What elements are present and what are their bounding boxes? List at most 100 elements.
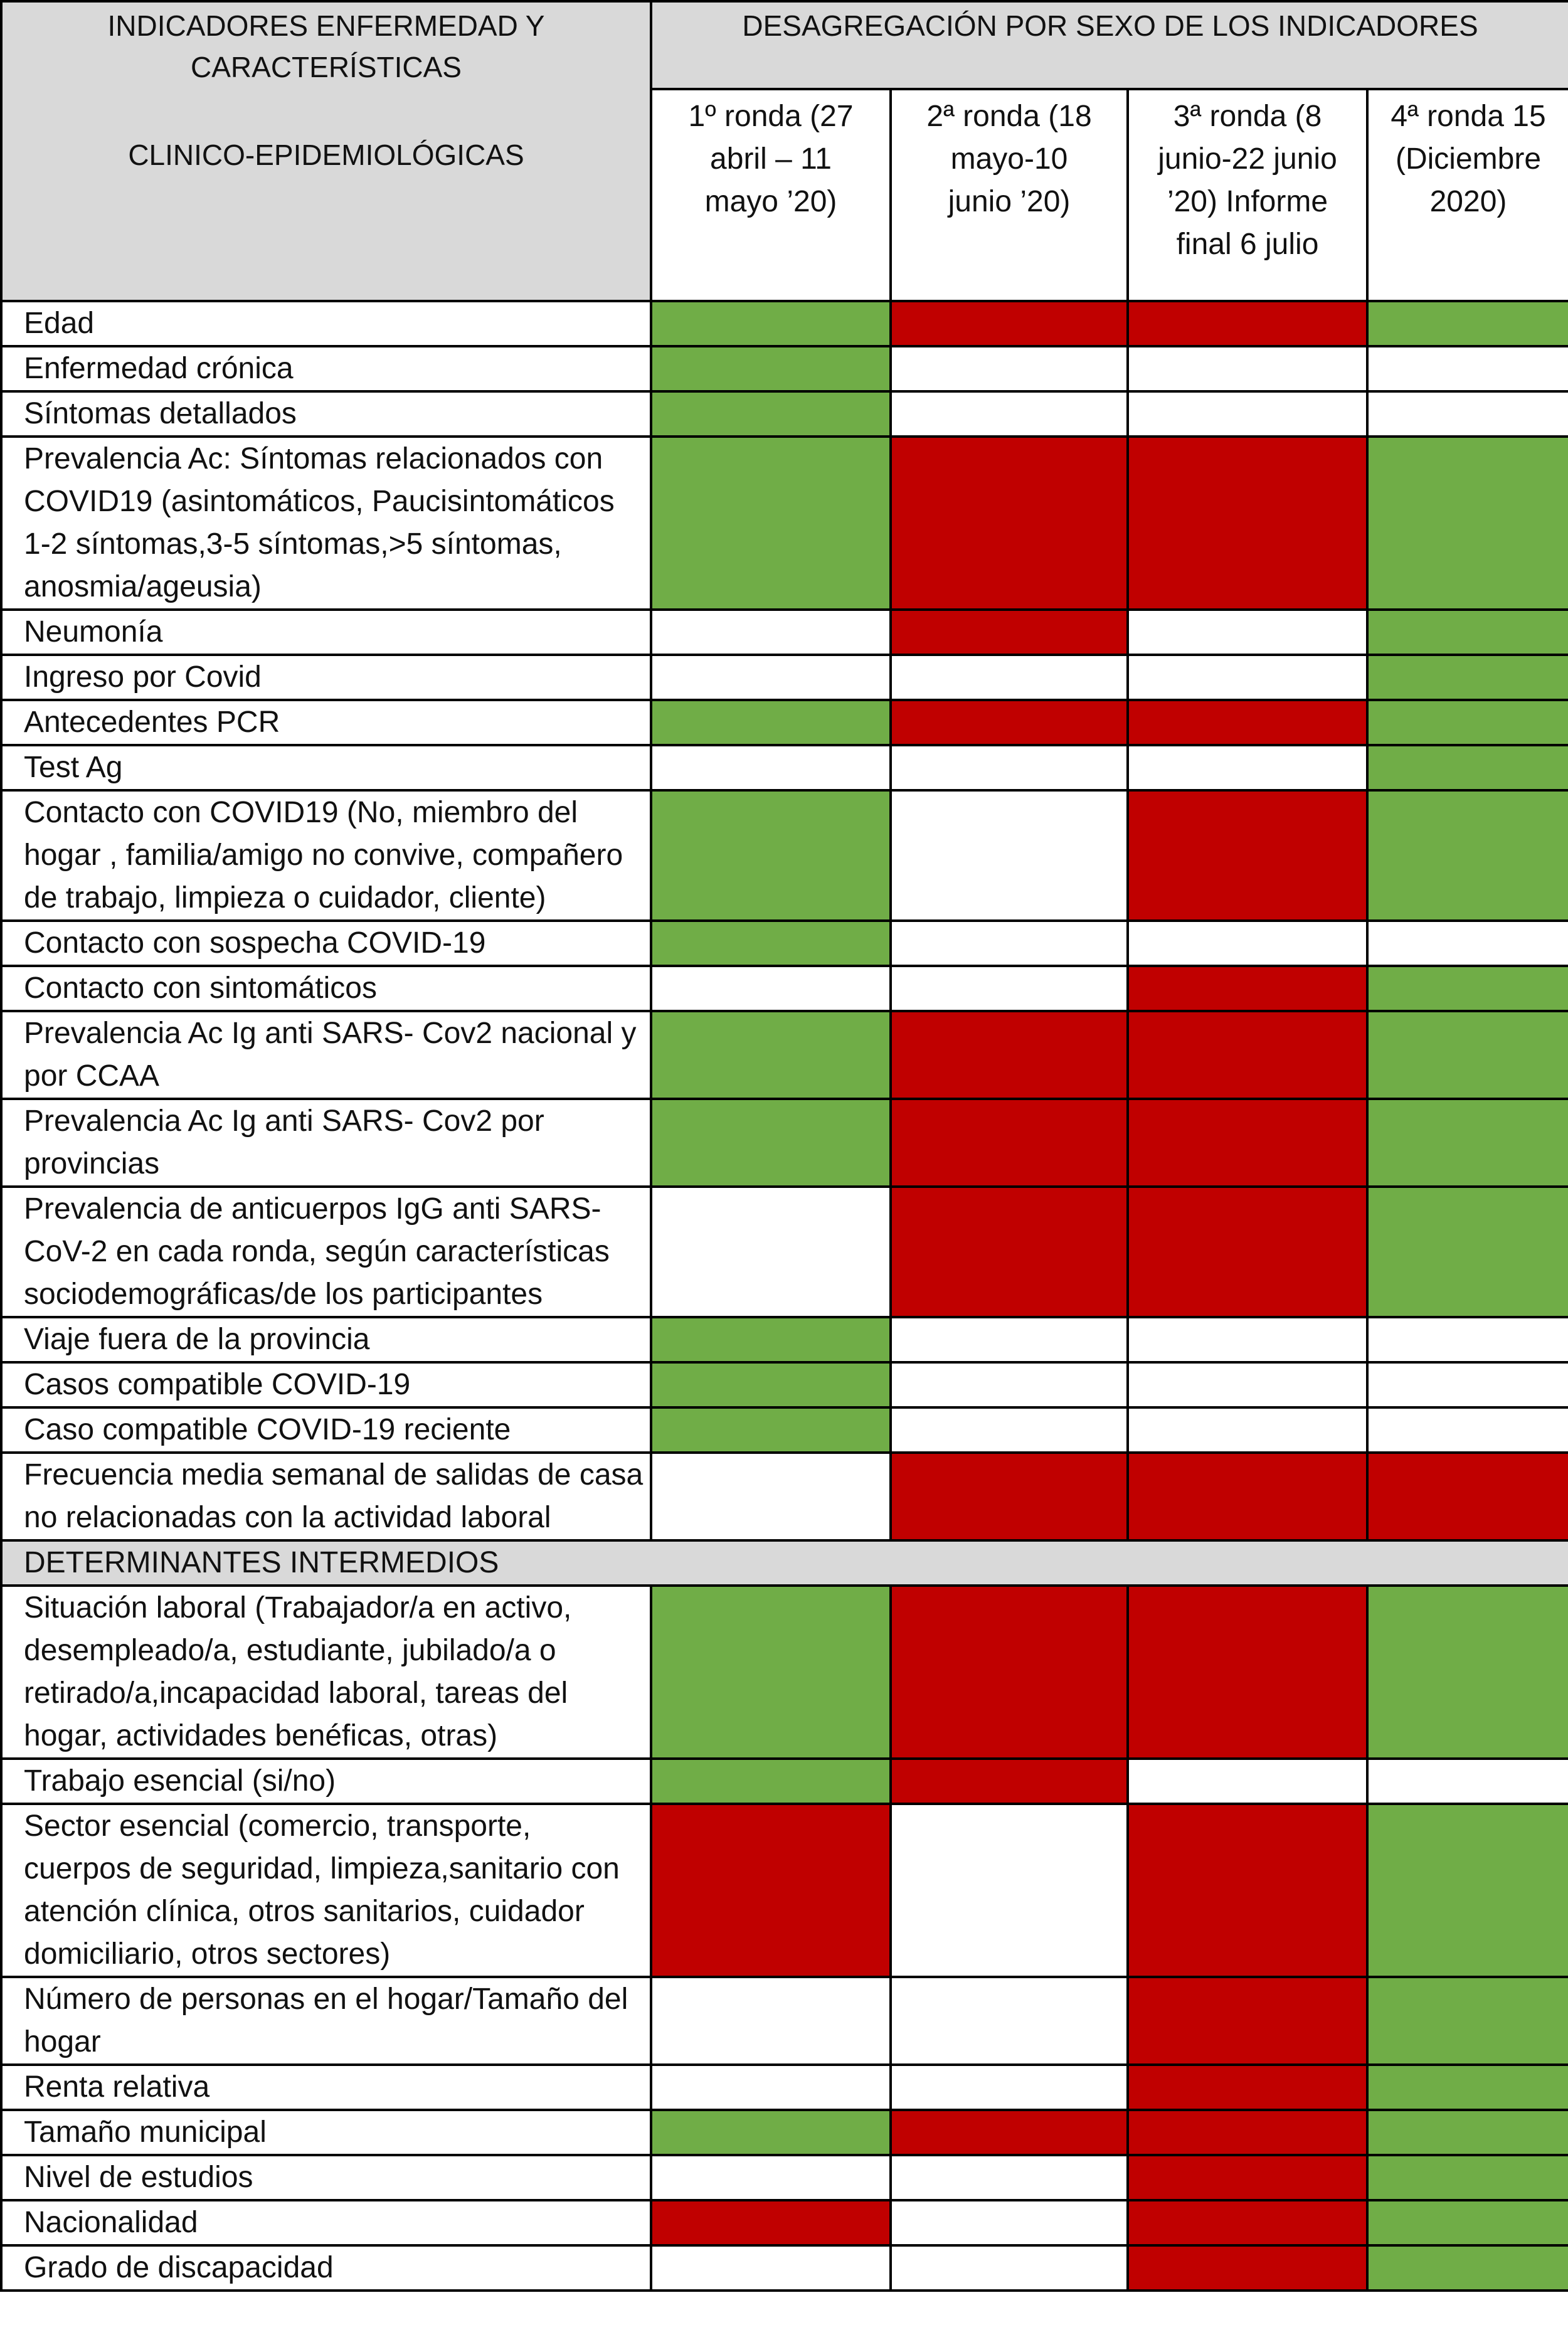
round-3-cell [1126, 1010, 1369, 1100]
round-4-cell [1366, 608, 1568, 656]
indicator-label: Edad [0, 300, 652, 347]
indicator-label: Grado de discapacidad [0, 2244, 652, 2292]
round-4-cell [1366, 390, 1568, 438]
table-row: Contacto con sintomáticos [0, 965, 1568, 1012]
table-row: Prevalencia Ac Ig anti SARS- Cov2 nacion… [0, 1010, 1568, 1100]
round-3-cell [1126, 2199, 1369, 2247]
table-row: Nacionalidad [0, 2199, 1568, 2247]
round-3-cell [1126, 1316, 1369, 1364]
round-1-cell [650, 1451, 892, 1542]
table-row: Casos compatible COVID-19 [0, 1361, 1568, 1409]
table-row: Síntomas detallados [0, 390, 1568, 438]
table-row: Situación laboral (Trabajador/a en activ… [0, 1584, 1568, 1760]
round-2-cell [889, 1010, 1129, 1100]
round-2-cell [889, 1584, 1129, 1760]
indicator-label: Prevalencia Ac: Síntomas relacionados co… [0, 435, 652, 611]
round-4-cell [1366, 699, 1568, 746]
round-1-cell [650, 2154, 892, 2201]
round-2-cell [889, 1406, 1129, 1454]
round-4-cell [1366, 435, 1568, 611]
table-row: Antecedentes PCR [0, 699, 1568, 746]
round-4-cell [1366, 1098, 1568, 1188]
table-row: Contacto con sospecha COVID-19 [0, 919, 1568, 967]
round-1-cell [650, 1098, 892, 1188]
round-3-cell [1126, 300, 1369, 347]
round-2-cell [889, 919, 1129, 967]
round-4-cell [1366, 1584, 1568, 1760]
round-4-cell [1366, 1361, 1568, 1409]
round-1-cell [650, 300, 892, 347]
round-2-cell [889, 654, 1129, 701]
round-3-cell [1126, 390, 1369, 438]
round-1-cell [650, 1584, 892, 1760]
round-4-cell [1366, 2109, 1568, 2156]
indicator-label: Sector esencial (comercio, transporte, c… [0, 1803, 652, 1978]
round-3-cell [1126, 608, 1369, 656]
indicator-label: Contacto con sospecha COVID-19 [0, 919, 652, 967]
round-4-cell [1366, 345, 1568, 393]
round-1-cell [650, 2109, 892, 2156]
round-4-cell [1366, 1451, 1568, 1542]
indicator-label: Tamaño municipal [0, 2109, 652, 2156]
table-row: Enfermedad crónica [0, 345, 1568, 393]
round-2-cell [889, 2063, 1129, 2111]
round-3-cell [1126, 789, 1369, 922]
section-title: DETERMINANTES INTERMEDIOS [0, 1539, 1568, 1587]
round-1-cell [650, 345, 892, 393]
round-4-cell [1366, 1757, 1568, 1805]
round-4-cell [1366, 789, 1568, 922]
round-1-cell [650, 654, 892, 701]
indicator-label: Contacto con COVID19 (No, miembro del ho… [0, 789, 652, 922]
round-1-cell [650, 2063, 892, 2111]
indicator-label: Prevalencia Ac Ig anti SARS- Cov2 por pr… [0, 1098, 652, 1188]
indicator-label: Situación laboral (Trabajador/a en activ… [0, 1584, 652, 1760]
round-3-cell [1126, 965, 1369, 1012]
round-2-cell [889, 2244, 1129, 2292]
section-intermediate-header: DETERMINANTES INTERMEDIOS [0, 1539, 1568, 1587]
indicator-label: Prevalencia Ac Ig anti SARS- Cov2 nacion… [0, 1010, 652, 1100]
round-1-cell [650, 1185, 892, 1318]
table-row: Renta relativa [0, 2063, 1568, 2111]
indicator-label: Casos compatible COVID-19 [0, 1361, 652, 1409]
round-1-cell [650, 1976, 892, 2066]
round-4-header: 4ª ronda 15 (Diciembre 2020) [1366, 88, 1568, 302]
round-4-cell [1366, 2063, 1568, 2111]
round-4-cell [1366, 1185, 1568, 1318]
round-2-cell [889, 435, 1129, 611]
round-3-cell [1126, 654, 1369, 701]
header-left: INDICADORES ENFERMEDAD Y CARACTERÍSTICAS… [0, 0, 652, 302]
indicator-label: Viaje fuera de la provincia [0, 1316, 652, 1364]
header-left-subtitle: CLINICO-EPIDEMIOLÓGICAS [128, 139, 524, 171]
indicator-label: Ingreso por Covid [0, 654, 652, 701]
indicator-label: Nivel de estudios [0, 2154, 652, 2201]
round-2-cell [889, 1976, 1129, 2066]
indicator-label: Prevalencia de anticuerpos IgG anti SARS… [0, 1185, 652, 1318]
indicator-label: Síntomas detallados [0, 390, 652, 438]
round-2-cell [889, 1757, 1129, 1805]
indicator-label: Caso compatible COVID-19 reciente [0, 1406, 652, 1454]
round-2-header: 2ª ronda (18 mayo-10 junio ’20) [889, 88, 1129, 302]
round-1-cell [650, 2244, 892, 2292]
round-4-cell [1366, 919, 1568, 967]
round-2-cell [889, 345, 1129, 393]
table-row: Tamaño municipal [0, 2109, 1568, 2156]
table-row: Test Ag [0, 744, 1568, 792]
table-row: Ingreso por Covid [0, 654, 1568, 701]
round-2-cell [889, 1451, 1129, 1542]
round-2-cell [889, 608, 1129, 656]
round-4-cell [1366, 965, 1568, 1012]
round-1-cell [650, 919, 892, 967]
table-row: Prevalencia de anticuerpos IgG anti SARS… [0, 1185, 1568, 1318]
round-3-header: 3ª ronda (8 junio-22 junio ’20) Informe … [1126, 88, 1369, 302]
round-1-cell [650, 608, 892, 656]
indicator-label: Enfermedad crónica [0, 345, 652, 393]
round-4-cell [1366, 2199, 1568, 2247]
indicator-label: Neumonía [0, 608, 652, 656]
round-3-cell [1126, 1185, 1369, 1318]
round-1-cell [650, 1757, 892, 1805]
round-3-cell [1126, 1406, 1369, 1454]
round-1-cell [650, 1361, 892, 1409]
indicator-label: Trabajo esencial (si/no) [0, 1757, 652, 1805]
round-4-cell [1366, 1976, 1568, 2066]
round-3-cell [1126, 1757, 1369, 1805]
